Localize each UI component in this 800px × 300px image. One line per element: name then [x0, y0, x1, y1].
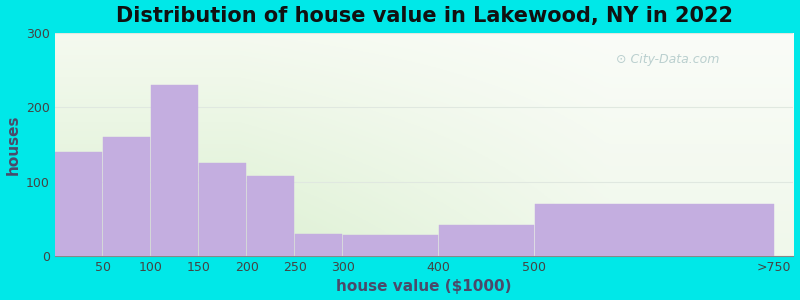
- Bar: [103, 137, 150, 256]
- Bar: [535, 204, 774, 256]
- Bar: [439, 225, 534, 256]
- X-axis label: house value ($1000): house value ($1000): [336, 279, 512, 294]
- Bar: [295, 234, 342, 256]
- Bar: [55, 152, 102, 256]
- Title: Distribution of house value in Lakewood, NY in 2022: Distribution of house value in Lakewood,…: [115, 6, 733, 26]
- Text: ⊙ City-Data.com: ⊙ City-Data.com: [616, 53, 719, 66]
- Bar: [247, 176, 294, 256]
- Bar: [343, 235, 438, 256]
- Y-axis label: houses: houses: [6, 114, 21, 175]
- Bar: [151, 85, 198, 256]
- Bar: [199, 163, 246, 256]
